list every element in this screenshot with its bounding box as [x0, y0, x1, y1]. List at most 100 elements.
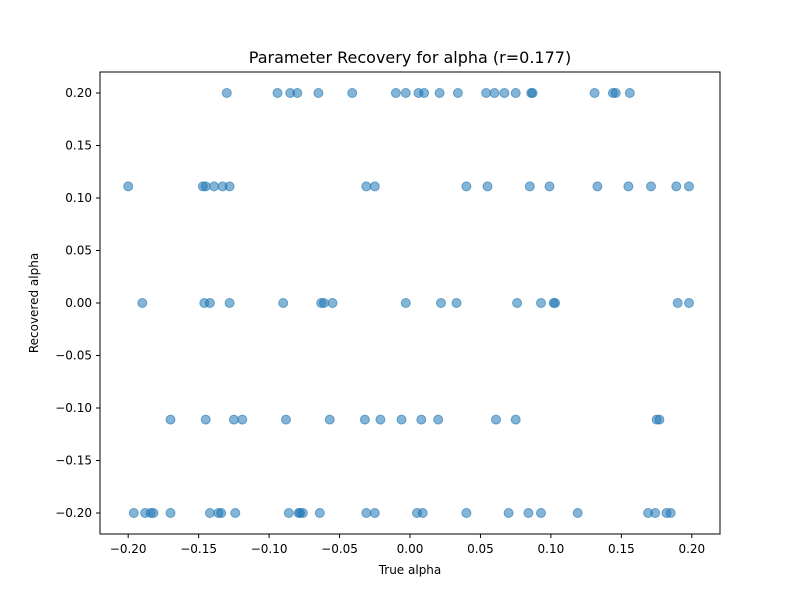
scatter-point [200, 414, 211, 425]
x-tick-label: 0.00 [397, 542, 424, 556]
y-tick-label: 0.15 [65, 139, 92, 153]
scatter-point [684, 181, 694, 192]
scatter-point [624, 88, 635, 98]
scatter-point [503, 508, 514, 518]
scatter-point [544, 181, 555, 192]
scatter-point [654, 414, 665, 425]
scatter-point [278, 298, 289, 308]
scatter-point [610, 88, 621, 98]
scatter-point [536, 298, 546, 308]
scatter-point [319, 298, 329, 308]
scatter-point [510, 88, 521, 98]
x-tick-label: 0.15 [608, 542, 635, 556]
scatter-point [650, 508, 661, 518]
scatter-point [499, 88, 510, 98]
scatter-point [536, 508, 546, 518]
scatter-point [283, 508, 294, 518]
scatter-point [527, 88, 538, 98]
scatter-point [314, 508, 325, 518]
scatter-point [216, 508, 227, 518]
scatter-point [510, 414, 521, 425]
scatter-point [224, 298, 235, 308]
scatter-point [400, 88, 411, 98]
scatter-point [452, 88, 463, 98]
scatter-point [433, 414, 444, 425]
scatter-point [390, 88, 401, 98]
scatter-point [369, 508, 380, 518]
x-tick-label: 0.10 [538, 542, 565, 556]
scatter-point [512, 298, 523, 308]
scatter-point [482, 181, 493, 192]
scatter-point [292, 88, 303, 98]
scatter-point [327, 298, 338, 308]
scatter-point [347, 88, 358, 98]
scatter-point [281, 414, 291, 425]
y-tick-label: −0.20 [55, 506, 92, 520]
x-tick-label: −0.10 [251, 542, 288, 556]
scatter-point [461, 181, 472, 192]
scatter-point [369, 181, 380, 192]
x-tick-label: 0.05 [467, 542, 494, 556]
scatter-point [524, 181, 535, 192]
scatter-point [684, 298, 694, 308]
y-tick-label: −0.15 [55, 454, 92, 468]
scatter-point [324, 414, 335, 425]
scatter-point [436, 298, 446, 308]
scatter-point [375, 414, 386, 425]
scatter-point [396, 414, 407, 425]
scatter-point [204, 298, 215, 308]
scatter-point [671, 181, 682, 192]
scatter-point [361, 508, 372, 518]
x-tick-label: −0.20 [110, 542, 147, 556]
y-tick-label: 0.00 [65, 296, 92, 310]
y-tick-label: 0.05 [65, 244, 92, 258]
scatter-point [221, 88, 232, 98]
scatter-point [165, 508, 176, 518]
scatter-point [148, 508, 159, 518]
chart-title: Parameter Recovery for alpha (r=0.177) [249, 48, 571, 67]
y-tick-label: 0.10 [65, 191, 92, 205]
data-points [123, 88, 694, 518]
scatter-point [361, 181, 372, 192]
scatter-point [451, 298, 462, 308]
scatter-point [523, 508, 534, 518]
scatter-point [646, 181, 656, 192]
scatter-point [224, 181, 235, 192]
y-axis-ticks: 0.20 0.15 0.10 0.05 0.00 −0.05 −0.10 −0.15 −0.20 [55, 86, 100, 520]
scatter-point [623, 181, 634, 192]
scatter-point [550, 298, 561, 308]
scatter-point [209, 181, 220, 192]
scatter-point [491, 414, 501, 425]
scatter-point [665, 508, 676, 518]
x-tick-label: −0.15 [180, 542, 217, 556]
scatter-point [297, 508, 308, 518]
scatter-point [489, 88, 500, 98]
scatter-point [589, 88, 600, 98]
scatter-point [128, 508, 139, 518]
scatter-point [137, 298, 148, 308]
scatter-point [272, 88, 283, 98]
scatter-point [434, 88, 445, 98]
scatter-point [123, 181, 134, 192]
plot-frame [99, 71, 721, 535]
scatter-point [572, 508, 583, 518]
x-tick-label: −0.05 [321, 542, 358, 556]
scatter-point [165, 414, 176, 425]
scatter-point [417, 508, 428, 518]
x-axis-label: True alpha [378, 563, 442, 577]
scatter-point [592, 181, 603, 192]
y-tick-label: −0.05 [55, 349, 92, 363]
x-axis-ticks: −0.20 −0.15 −0.10 −0.05 0.00 0.05 0.10 0.15 0.20 [110, 534, 705, 556]
scatter-point [237, 414, 248, 425]
scatter-point [481, 88, 492, 98]
scatter-point [419, 88, 430, 98]
scatter-point [204, 508, 215, 518]
scatter-point [313, 88, 324, 98]
x-tick-label: 0.20 [678, 542, 705, 556]
scatter-point [359, 414, 370, 425]
scatter-point [416, 414, 427, 425]
scatter-point [672, 298, 683, 308]
scatter-point [230, 508, 241, 518]
